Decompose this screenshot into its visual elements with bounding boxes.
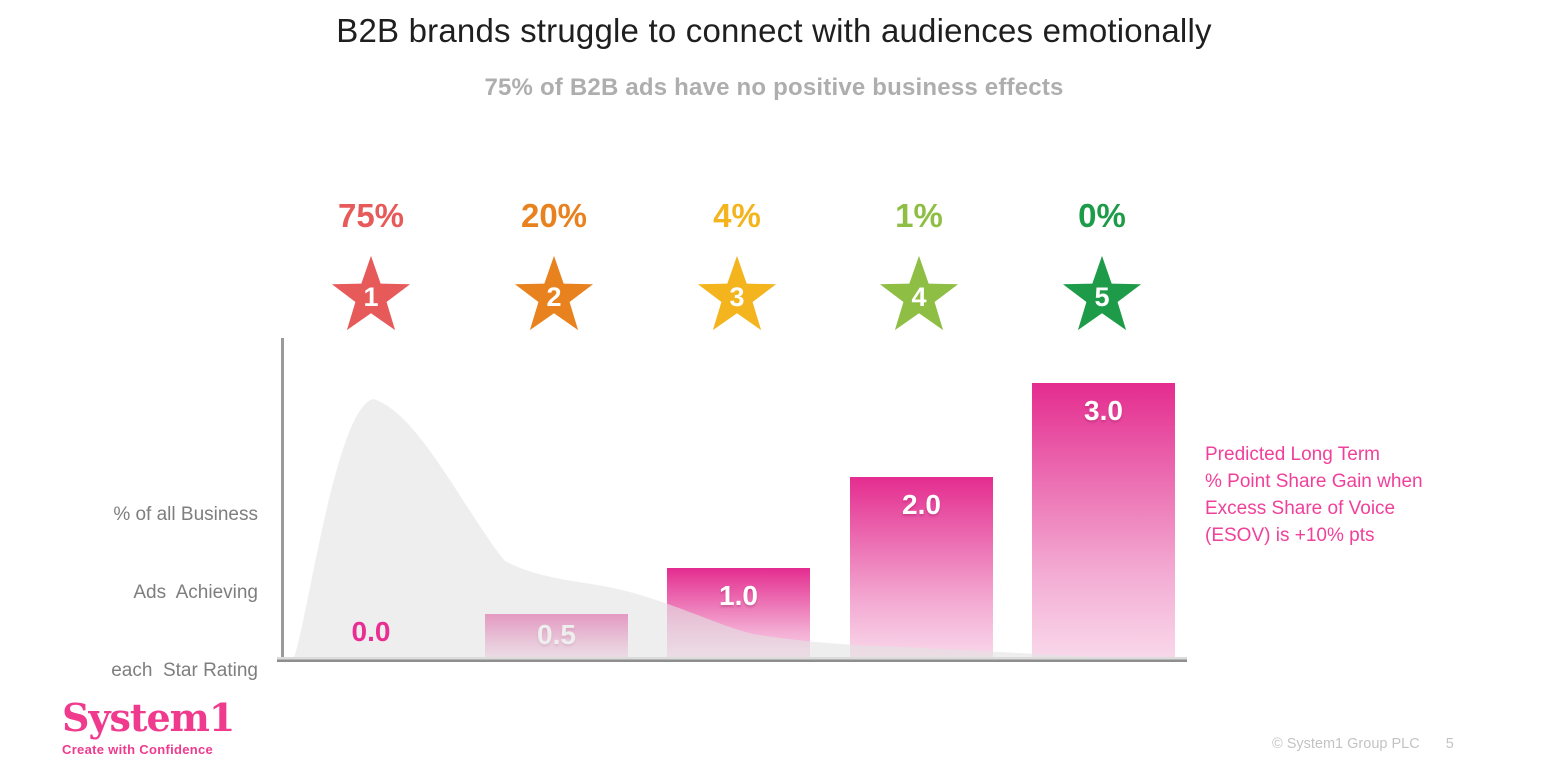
x-axis-line bbox=[277, 657, 1187, 662]
percent-label-3-star: 4% bbox=[713, 197, 761, 234]
bar-3-0: 3.0 bbox=[1032, 383, 1175, 660]
annotation-line: Excess Share of Voice bbox=[1205, 498, 1396, 519]
system1-logo-text: System1 bbox=[62, 695, 235, 740]
star-2-number: 2 bbox=[546, 282, 562, 313]
star-2-icon: 2 bbox=[513, 254, 595, 334]
star-5-icon: 5 bbox=[1061, 254, 1143, 334]
copyright-text: © System1 Group PLC bbox=[1272, 736, 1420, 752]
y-axis-caption-line: % of all Business bbox=[113, 504, 258, 525]
annotation-line: % Point Share Gain when bbox=[1205, 471, 1423, 492]
share-gain-annotation: Predicted Long Term % Point Share Gain w… bbox=[1205, 441, 1455, 549]
rating-column-3-star: 4% 3 bbox=[657, 196, 817, 334]
bar-0-5: 0.5 bbox=[485, 614, 628, 660]
y-axis-caption: % of all Business Ads Achieving each Sta… bbox=[95, 450, 258, 736]
bar-value-label: 0.5 bbox=[537, 619, 576, 650]
bar-value-label-zero: 0.0 bbox=[351, 616, 391, 647]
bar-value-label: 3.0 bbox=[1084, 395, 1123, 426]
bar-1-0: 1.0 bbox=[667, 568, 810, 660]
system1-logo-tagline: Create with Confidence bbox=[62, 742, 214, 757]
y-axis-caption-line: each Star Rating bbox=[111, 660, 258, 681]
system1-logo: System1 Create with Confidence bbox=[62, 695, 235, 758]
rating-column-1-star: 75% 1 bbox=[291, 196, 451, 334]
y-axis-line bbox=[281, 338, 284, 660]
star-3-icon: 3 bbox=[696, 254, 778, 334]
y-axis-caption-line: Ads Achieving bbox=[133, 582, 258, 603]
star-1-icon: 1 bbox=[330, 254, 412, 334]
slide-title: B2B brands struggle to connect with audi… bbox=[336, 12, 1212, 49]
star-1-number: 1 bbox=[363, 282, 379, 313]
star-4-number: 4 bbox=[911, 282, 927, 313]
bar-value-label: 2.0 bbox=[902, 489, 941, 520]
percent-label-5-star: 0% bbox=[1078, 197, 1126, 234]
rating-column-5-star: 0% 5 bbox=[1022, 196, 1182, 334]
footer-right: © System1 Group PLC 5 bbox=[1272, 736, 1454, 752]
percent-label-1-star: 75% bbox=[337, 197, 405, 234]
rating-column-2-star: 20% 2 bbox=[474, 196, 634, 334]
star-4-icon: 4 bbox=[878, 254, 960, 334]
percent-label-4-star: 1% bbox=[895, 197, 943, 234]
page-number: 5 bbox=[1445, 736, 1454, 752]
star-3-number: 3 bbox=[729, 282, 745, 313]
slide-subtitle: 75% of B2B ads have no positive business… bbox=[484, 74, 1064, 101]
annotation-line: (ESOV) is +10% pts bbox=[1205, 525, 1375, 546]
bar-2-0: 2.0 bbox=[850, 477, 993, 660]
star-5-number: 5 bbox=[1094, 282, 1110, 313]
rating-column-4-star: 1% 4 bbox=[839, 196, 999, 334]
percent-label-2-star: 20% bbox=[520, 197, 588, 234]
bar-value-label: 1.0 bbox=[719, 580, 758, 611]
annotation-line: Predicted Long Term bbox=[1205, 444, 1380, 465]
